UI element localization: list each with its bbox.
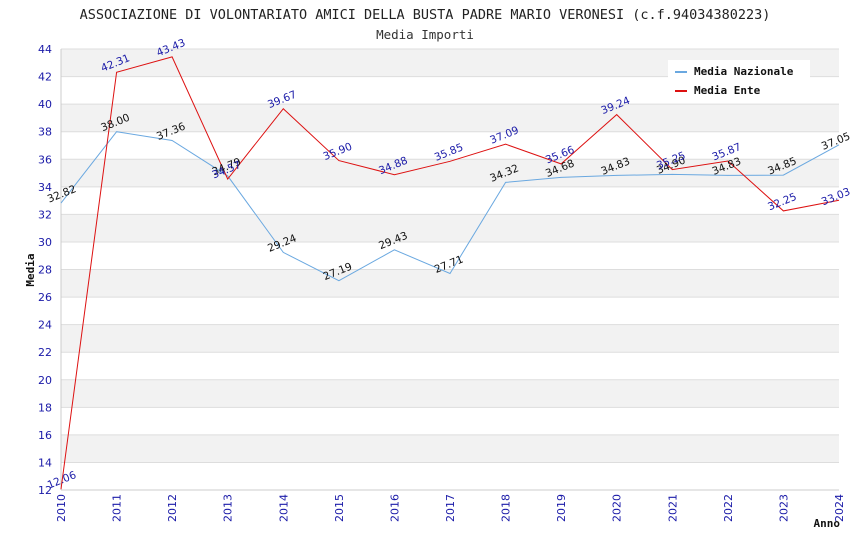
- data-point-nazionale: [115, 130, 118, 133]
- grid-band: [61, 324, 839, 353]
- grid-band: [61, 269, 839, 298]
- y-axis-label: Media: [24, 253, 37, 286]
- data-point-nazionale: [393, 248, 396, 251]
- x-axis-label: Anno: [814, 517, 841, 530]
- data-point-ente: [449, 160, 452, 163]
- y-tick-label: 38: [38, 126, 52, 139]
- x-tick-label: 2017: [444, 494, 457, 522]
- y-tick-label: 26: [38, 291, 52, 304]
- x-tick-label: 2024: [833, 494, 846, 522]
- x-tick-label: 2012: [166, 494, 179, 522]
- x-tick-label: 2014: [277, 494, 290, 522]
- legend-label-nazionale: Media Nazionale: [694, 65, 794, 78]
- x-tick-label: 2021: [666, 494, 679, 522]
- chart-subtitle: Media Importi: [376, 27, 474, 42]
- grid-band: [61, 104, 839, 132]
- data-point-nazionale: [782, 174, 785, 177]
- data-point-nazionale: [60, 202, 63, 205]
- data-label-nazionale: 37.05: [820, 130, 850, 152]
- x-tick-label: 2015: [333, 494, 346, 522]
- y-tick-label: 40: [38, 98, 52, 111]
- y-tick-label: 44: [38, 43, 52, 56]
- data-point-nazionale: [615, 174, 618, 177]
- x-tick-label: 2018: [500, 494, 513, 522]
- y-tick-label: 14: [38, 456, 52, 469]
- data-point-ente: [393, 173, 396, 176]
- x-tick-labels: 2010 2011 2012 2013 2014 2015 2016 2017 2018 2019…: [55, 494, 846, 522]
- data-point-ente: [171, 55, 174, 58]
- legend: Media Nazionale Media Ente: [668, 60, 810, 102]
- data-point-nazionale: [560, 176, 563, 179]
- data-point-nazionale: [671, 173, 674, 176]
- y-tick-label: 36: [38, 153, 52, 166]
- data-point-ente: [615, 113, 618, 116]
- y-tick-label: 24: [38, 319, 52, 332]
- y-tick-label: 18: [38, 401, 52, 414]
- grid-bands: [61, 49, 839, 463]
- data-point-ente: [115, 71, 118, 74]
- series-line-ente: [60, 56, 840, 490]
- y-tick-label: 30: [38, 236, 52, 249]
- chart-title: ASSOCIAZIONE DI VOLONTARIATO AMICI DELLA…: [80, 7, 771, 23]
- y-tick-label: 16: [38, 429, 52, 442]
- x-tick-label: 2011: [111, 494, 124, 522]
- y-tick-labels: 12 14 16 18 20 22 24 26 28 30 32 34 36 38 40 42 44: [38, 43, 52, 497]
- y-tick-label: 42: [38, 71, 52, 84]
- data-point-nazionale: [726, 174, 729, 177]
- legend-box: [668, 60, 810, 102]
- data-point-ente: [504, 143, 507, 146]
- legend-label-ente: Media Ente: [694, 84, 761, 97]
- y-tick-label: 22: [38, 346, 52, 359]
- data-point-nazionale: [504, 181, 507, 184]
- y-tick-label: 28: [38, 264, 52, 277]
- x-tick-label: 2023: [777, 494, 790, 522]
- data-point-ente: [337, 159, 340, 162]
- y-tick-label: 34: [38, 181, 52, 194]
- data-label-ente: 33.03: [820, 186, 850, 208]
- series-lines: [60, 55, 840, 491]
- x-tick-label: 2022: [722, 494, 735, 522]
- data-point-ente: [282, 107, 285, 110]
- axes: [60, 49, 839, 491]
- data-point-nazionale: [282, 251, 285, 254]
- x-tick-label: 2010: [55, 494, 68, 522]
- y-tick-label: 32: [38, 208, 52, 221]
- x-tick-label: 2016: [388, 494, 401, 522]
- data-point-nazionale: [337, 279, 340, 282]
- data-point-ente: [60, 488, 63, 491]
- data-point-nazionale: [449, 272, 452, 275]
- x-tick-label: 2013: [222, 494, 235, 522]
- series-line-nazionale: [60, 131, 840, 282]
- y-tick-label: 20: [38, 374, 52, 387]
- grid-band: [61, 379, 839, 408]
- data-point-ente: [782, 209, 785, 212]
- data-point-ente: [226, 177, 229, 180]
- data-point-nazionale: [171, 139, 174, 142]
- x-tick-label: 2019: [555, 494, 568, 522]
- y-tick-label: 12: [38, 484, 52, 497]
- grid-band: [61, 214, 839, 242]
- x-tick-label: 2020: [611, 494, 624, 522]
- grid-band: [61, 434, 839, 463]
